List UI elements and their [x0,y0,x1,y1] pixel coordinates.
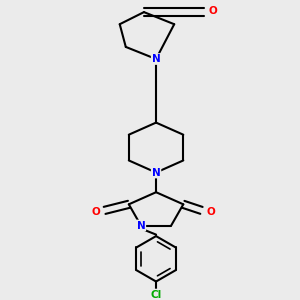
Text: N: N [152,167,161,178]
Text: O: O [91,207,100,217]
Text: Cl: Cl [150,290,162,299]
Text: O: O [206,207,215,217]
Text: N: N [136,220,145,230]
Text: N: N [152,54,161,64]
Text: O: O [208,6,217,16]
